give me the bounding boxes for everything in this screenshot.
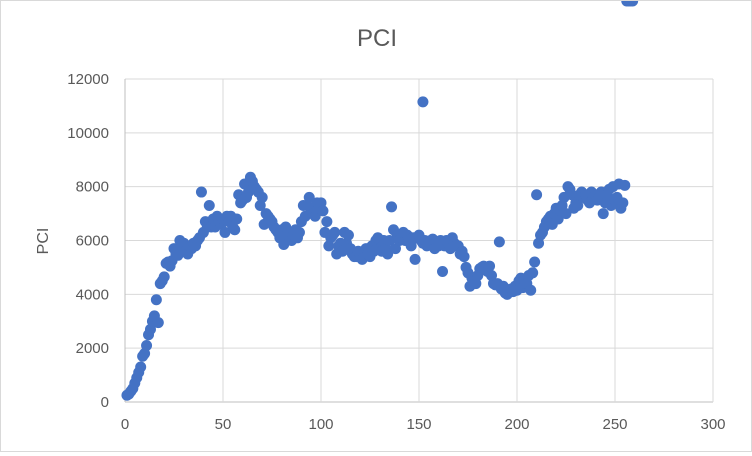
- y-tick-label: 0: [101, 394, 109, 411]
- data-point: [203, 200, 215, 212]
- data-point: [572, 200, 584, 212]
- data-point: [329, 226, 341, 238]
- data-point: [231, 213, 243, 225]
- data-point: [219, 226, 231, 238]
- data-point: [293, 226, 305, 238]
- data-point: [619, 179, 631, 191]
- data-point: [152, 317, 164, 329]
- data-point: [597, 208, 609, 220]
- x-tick-label: 200: [504, 416, 529, 433]
- x-tick-label: 0: [121, 416, 129, 433]
- data-point: [409, 253, 421, 265]
- gridlines: [124, 78, 714, 403]
- data-point: [256, 191, 268, 203]
- data-point: [458, 251, 470, 263]
- data-point: [141, 339, 153, 351]
- data-point: [531, 189, 543, 201]
- data-point: [229, 224, 241, 236]
- data-point: [386, 201, 398, 213]
- y-tick-label: 4000: [76, 286, 109, 303]
- data-point: [560, 208, 572, 220]
- x-tick-label: 50: [215, 416, 232, 433]
- y-tick-label: 2000: [76, 340, 109, 357]
- data-point: [135, 361, 147, 373]
- data-point: [303, 191, 315, 203]
- data-point: [437, 265, 449, 277]
- data-points: [121, 0, 639, 401]
- x-tick-label: 150: [406, 416, 431, 433]
- data-point: [382, 248, 394, 260]
- y-tick-label: 12000: [67, 71, 109, 88]
- data-point: [493, 236, 505, 248]
- y-tick-label: 8000: [76, 179, 109, 196]
- data-point: [195, 186, 207, 198]
- y-tick-label: 10000: [67, 125, 109, 142]
- data-point: [527, 267, 539, 279]
- data-point: [321, 216, 333, 228]
- data-point: [617, 197, 629, 209]
- data-point: [627, 0, 639, 7]
- x-tick-label: 250: [602, 416, 627, 433]
- data-point: [342, 229, 354, 241]
- data-point: [150, 294, 162, 306]
- data-point: [384, 235, 396, 246]
- y-axis-label: PCI: [35, 228, 52, 255]
- x-tick-label: 300: [700, 416, 725, 433]
- data-point: [417, 96, 429, 108]
- chart-title: PCI: [357, 25, 397, 52]
- data-point: [158, 271, 170, 283]
- data-point: [317, 205, 329, 217]
- tick-labels: 0 2000 4000 6000 8000 10000 12000 0 50 100 150 200 2…: [67, 71, 725, 433]
- x-tick-label: 100: [308, 416, 333, 433]
- y-tick-label: 6000: [76, 233, 109, 250]
- data-point: [484, 260, 496, 272]
- data-point: [525, 284, 537, 296]
- data-point: [529, 256, 541, 268]
